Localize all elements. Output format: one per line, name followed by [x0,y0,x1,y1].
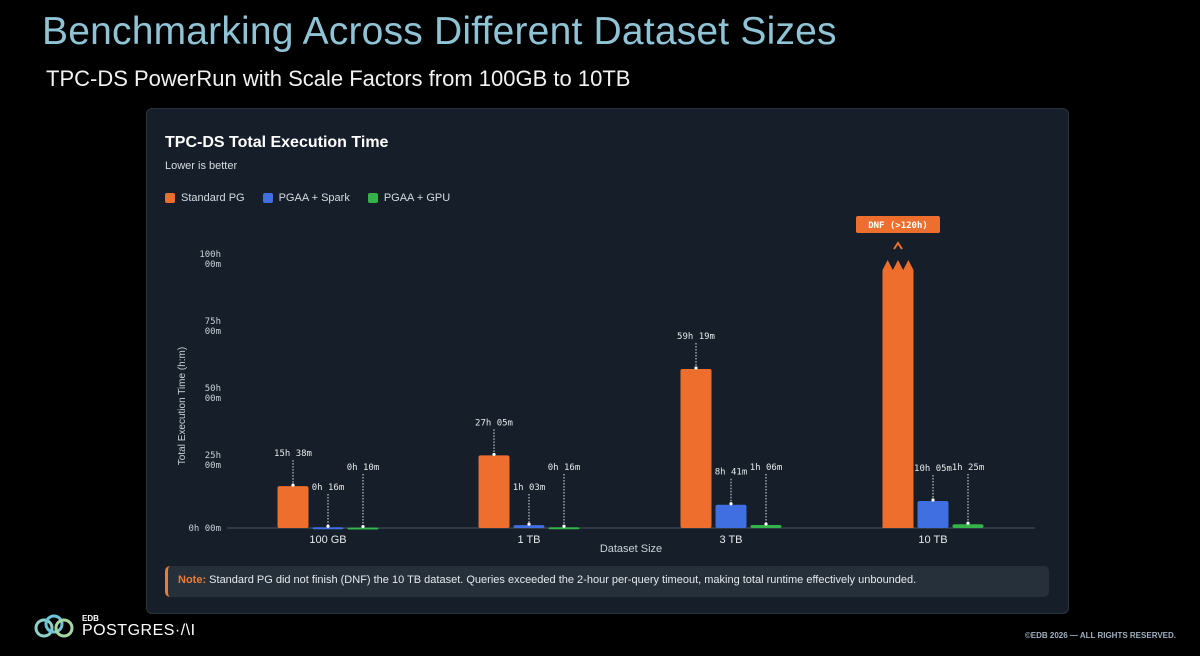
legend-label-standard-pg: Standard PG [181,192,245,204]
bar-standard-pg-1 [478,455,510,528]
y-tick-label: 0h 00m [188,524,221,534]
value-label: 0h 16m [312,483,345,493]
y-tick-label: 75h [205,317,221,327]
bar-pgaa-spark-1 [513,525,545,528]
y-tick-label-line2: 00m [205,327,221,337]
bar-standard-pg-0 [277,486,309,528]
page-subtitle: TPC-DS PowerRun with Scale Factors from … [46,66,631,91]
dnf-arrow-icon [893,241,903,250]
value-label: 8h 41m [715,468,748,478]
value-label: 27h 05m [475,418,513,428]
y-tick-label: 25h [205,451,221,461]
logo-rings-icon [34,614,74,638]
note-text: Standard PG did not finish (DNF) the 10 … [209,574,917,586]
value-label: 0h 10m [347,463,380,473]
y-tick-label: 100h [199,250,221,260]
page-title: Benchmarking Across Different Dataset Si… [42,10,837,53]
x-axis-title: Dataset Size [600,543,662,555]
value-label: 1h 03m [513,483,546,493]
bar-pgaa-spark-2 [715,504,747,528]
value-leader-dot [729,502,733,506]
legend-swatch-pgaa-spark [262,193,273,203]
value-leader-dot [966,521,970,525]
dnf-badge [856,216,940,233]
legend-label-pgaa-spark: PGAA + Spark [278,192,350,204]
value-label: 10h 05m [914,464,952,474]
value-label: 0h 16m [548,463,581,473]
y-axis-title: Total Execution Time (h:m) [177,347,188,465]
x-tick-label: 1 TB [517,534,540,546]
value-label: 1h 06m [750,463,783,473]
bar-standard-pg-3 [882,260,914,528]
x-tick-label: 100 GB [309,534,346,546]
copyright: ©EDB 2026 — ALL RIGHTS RESERVED. [1024,631,1176,640]
value-leader-dot [291,483,295,487]
value-leader-dot [361,524,365,529]
bar-pgaa-spark-3 [917,500,949,528]
legend-item-standard-pg: Standard PG [165,192,245,204]
y-tick-label-line2: 00m [205,461,221,471]
chart-title: TPC-DS Total Execution Time [165,134,389,151]
y-tick-label-line2: 00m [205,394,221,404]
bar-pgaa-gpu-0 [347,527,379,530]
value-label: 59h 19m [677,332,715,342]
bar-pgaa-gpu-2 [750,525,782,528]
value-leader-dot [527,522,531,526]
legend-swatch-standard-pg [165,193,175,203]
note-label: Note: [178,574,207,586]
value-label: 15h 38m [274,449,312,459]
legend: Standard PG PGAA + Spark PGAA + GPU [165,192,450,204]
x-tick-label: 3 TB [719,534,742,546]
x-tick-label: 10 TB [918,534,947,546]
edb-postgres-ai-logo: EDB POSTGRES·/\I [32,614,196,640]
value-label: 1h 25m [952,463,985,473]
legend-label-pgaa-gpu: PGAA + GPU [383,192,451,204]
chart-subtitle: Lower is better [165,160,238,172]
value-leader-dot [931,498,935,502]
note-box: Note: Standard PG did not finish (DNF) t… [165,566,1049,597]
legend-swatch-pgaa-gpu [367,193,378,203]
value-leader-dot [764,522,768,526]
y-tick-label: 50h [205,384,221,394]
value-leader-dot [694,366,698,370]
value-leader-dot [562,524,566,528]
legend-item-pgaa-spark: PGAA + Spark [262,192,350,204]
bar-standard-pg-2 [680,369,712,528]
logo-edb-text: EDB [82,614,99,623]
bar-pgaa-spark-0 [312,527,344,530]
value-leader-dot [326,524,330,528]
logo-postgres-text: POSTGRES·/\I [82,622,196,639]
bar-pgaa-gpu-3 [952,524,984,528]
value-leader-dot [492,452,496,457]
bar-pgaa-gpu-1 [548,527,580,530]
y-tick-label-line2: 00m [205,260,221,270]
dnf-badge-label: DNF (>120h) [868,221,928,231]
chart-panel: TPC-DS Total Execution Time Lower is bet… [146,108,1069,614]
legend-item-pgaa-gpu: PGAA + GPU [367,192,451,204]
